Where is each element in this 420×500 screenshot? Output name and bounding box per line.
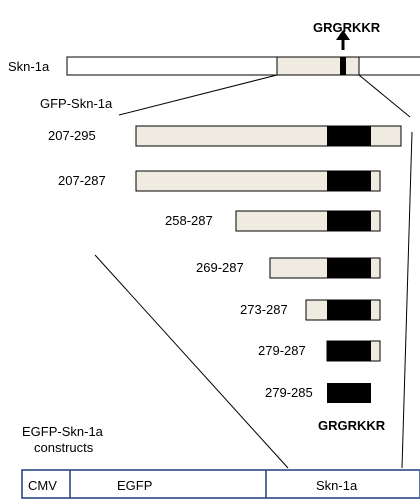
construct-label: 279-285 <box>265 385 313 400</box>
zoom-line-lower-left <box>94 254 289 469</box>
construct-label: 279-287 <box>258 343 306 358</box>
zoom-line-lower-right <box>401 131 413 469</box>
top-motif-label: GRGRKKR <box>313 20 381 35</box>
fusion-label: GFP-Skn-1a <box>40 96 113 111</box>
bottom-motif-label: GRGRKKR <box>318 418 386 433</box>
motif-arrow-icon <box>336 30 350 50</box>
full-protein-bar <box>66 56 420 76</box>
motif-block <box>327 341 371 361</box>
construct-label: 207-295 <box>48 128 96 143</box>
motif-block <box>327 171 371 191</box>
zoom-line-right <box>358 74 411 118</box>
construct-258-287: 258-287 <box>165 210 381 232</box>
construct-label: 258-287 <box>165 213 213 228</box>
construct-map-bar: CMV EGFP Skn-1a <box>21 469 420 499</box>
zoom-line-left <box>118 74 278 116</box>
construct-label: 269-287 <box>196 260 244 275</box>
motif-block <box>327 258 371 278</box>
construct-207-295: 207-295 <box>48 125 402 147</box>
construct-label: 273-287 <box>240 302 288 317</box>
segment-cmv: CMV <box>28 478 57 493</box>
construct-269-287: 269-287 <box>196 257 381 279</box>
construct-207-287: 207-287 <box>58 170 381 192</box>
construct-bar <box>135 170 381 192</box>
segment-skn1a: Skn-1a <box>316 478 358 493</box>
motif-block <box>327 211 371 231</box>
construct-279-287: 279-287 <box>258 340 381 362</box>
construct-273-287: 273-287 <box>240 299 381 321</box>
egfp-title-line1: EGFP-Skn-1a <box>22 424 104 439</box>
motif-block <box>327 383 371 403</box>
full-protein-label: Skn-1a <box>8 59 50 74</box>
motif-block <box>327 300 371 320</box>
construct-279-285: 279-285 <box>265 383 371 403</box>
motif-block <box>327 126 371 146</box>
construct-label: 207-287 <box>58 173 106 188</box>
egfp-title-line2: constructs <box>34 440 94 455</box>
segment-egfp: EGFP <box>117 478 152 493</box>
